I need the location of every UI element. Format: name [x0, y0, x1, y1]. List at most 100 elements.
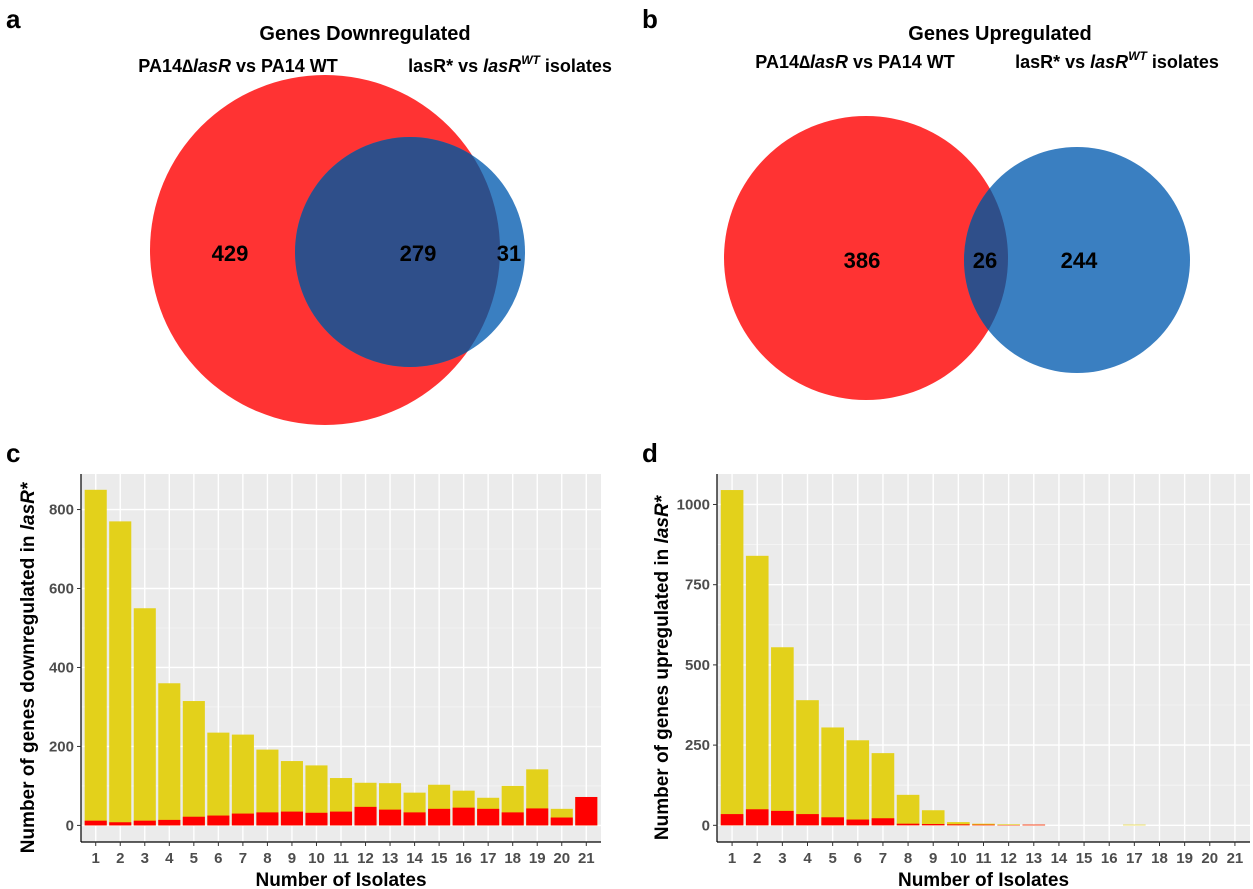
bar-total-8 [896, 794, 920, 826]
bar-total-9 [280, 761, 303, 826]
y-tick-label: 600 [49, 581, 74, 598]
x-tick-label: 17 [1126, 850, 1143, 867]
x-tick-label: 15 [431, 850, 448, 867]
x-tick-label: 7 [879, 850, 887, 867]
bar-core-11 [972, 824, 995, 826]
x-axis-title: Number of Isolates [898, 870, 1069, 889]
bar-core-14 [403, 812, 426, 826]
y-tick-label: 500 [685, 657, 710, 674]
x-tick-label: 12 [357, 850, 374, 867]
y-tick-label: 250 [685, 737, 710, 754]
bar-core-1 [720, 814, 744, 826]
bar-total-11 [972, 823, 995, 826]
x-tick-label: 8 [904, 850, 912, 867]
x-tick-label: 19 [529, 850, 546, 867]
y-tick-label: 800 [49, 502, 74, 519]
x-tick-label: 2 [116, 850, 124, 867]
bar-core-18 [501, 812, 524, 826]
x-tick-label: 9 [288, 850, 296, 867]
y-tick-label: 0 [66, 817, 74, 834]
x-tick-label: 9 [929, 850, 937, 867]
x-tick-label: 6 [854, 850, 862, 867]
y-axis-title: Number of genes upregulated in lasR* [652, 494, 673, 840]
y-tick-label: 1000 [677, 496, 710, 513]
bar-total-6 [207, 732, 230, 826]
bar-total-10 [305, 765, 328, 826]
bar-core-7 [871, 818, 895, 826]
bar-core-6 [846, 819, 870, 826]
bar-core-7 [231, 813, 254, 826]
x-tick-label: 21 [1227, 850, 1244, 867]
bar-core-2 [745, 809, 769, 826]
venn-b-right-circle [964, 147, 1190, 373]
bar-total-8 [256, 749, 279, 826]
bar-core-5 [821, 817, 844, 826]
y-tick-label: 200 [49, 738, 74, 755]
venn-downregulated: Genes Downregulated PA14∆lasR vs PA14 WT… [138, 23, 612, 425]
x-tick-label: 3 [141, 850, 149, 867]
bar-core-8 [256, 812, 279, 826]
x-tick-label: 1 [728, 850, 736, 867]
x-tick-label: 14 [406, 850, 423, 867]
bar-total-7 [871, 753, 895, 826]
y-axis-title: Number of genes downregulated in lasR* [18, 481, 39, 853]
bar-core-9 [921, 824, 945, 826]
panel-label-d: d [642, 438, 658, 468]
bar-core-9 [280, 811, 303, 826]
y-tick-label: 0 [702, 817, 710, 834]
venn-b-overlap-count: 26 [973, 248, 997, 273]
x-tick-label: 8 [263, 850, 271, 867]
panel-label-b: b [642, 4, 658, 34]
bar-total-17 [1123, 824, 1146, 826]
y-axis-title-text: Number of genes downregulated in [18, 530, 39, 853]
venn-b-left-label: PA14∆lasR vs PA14 WT [755, 52, 954, 72]
x-tick-label: 1 [92, 850, 100, 867]
x-tick-label: 21 [578, 850, 595, 867]
x-tick-label: 10 [950, 850, 967, 867]
x-tick-label: 20 [553, 850, 570, 867]
bar-core-10 [947, 824, 970, 826]
x-tick-label: 19 [1176, 850, 1193, 867]
bar-total-3 [133, 608, 156, 826]
bar-total-4 [158, 683, 181, 826]
panel-label-c: c [6, 438, 20, 468]
bar-core-19 [526, 808, 549, 826]
x-tick-label: 10 [308, 850, 325, 867]
bar-total-12 [997, 824, 1020, 826]
bar-core-12 [354, 806, 377, 826]
bar-total-10 [947, 822, 970, 826]
y-axis-title-text: Number of genes upregulated in [652, 543, 673, 840]
x-tick-label: 13 [382, 850, 399, 867]
x-tick-label: 5 [828, 850, 836, 867]
x-tick-label: 14 [1051, 850, 1068, 867]
x-tick-label: 13 [1025, 850, 1042, 867]
panel-label-a: a [6, 4, 21, 34]
bar-total-9 [921, 810, 945, 826]
venn-a-left-count: 429 [212, 241, 249, 266]
y-tick-label: 750 [685, 577, 710, 594]
bar-total-2 [745, 555, 769, 826]
x-tick-label: 16 [455, 850, 472, 867]
venn-b-left-count: 386 [844, 248, 881, 273]
x-tick-label: 11 [333, 850, 349, 867]
x-axis-title: Number of Isolates [255, 870, 426, 889]
x-tick-label: 15 [1076, 850, 1093, 867]
bar-total-1 [84, 489, 107, 826]
x-tick-label: 6 [214, 850, 222, 867]
bar-core-21 [575, 796, 598, 826]
venn-b-right-count: 244 [1061, 248, 1098, 273]
bar-core-4 [158, 819, 181, 826]
venn-a-overlap [295, 137, 500, 367]
bar-core-6 [207, 815, 230, 826]
bar-core-13 [1022, 824, 1046, 826]
venn-b-right-label: lasR* vs lasRWT isolates [1015, 49, 1219, 72]
bar-total-6 [846, 740, 870, 826]
bar-total-3 [771, 647, 794, 826]
bar-core-8 [896, 823, 920, 826]
bar-core-10 [305, 812, 328, 826]
y-axis-title-italic: lasR* [18, 481, 39, 530]
venn-a-right-count: 31 [497, 241, 521, 266]
x-tick-label: 4 [803, 850, 812, 867]
